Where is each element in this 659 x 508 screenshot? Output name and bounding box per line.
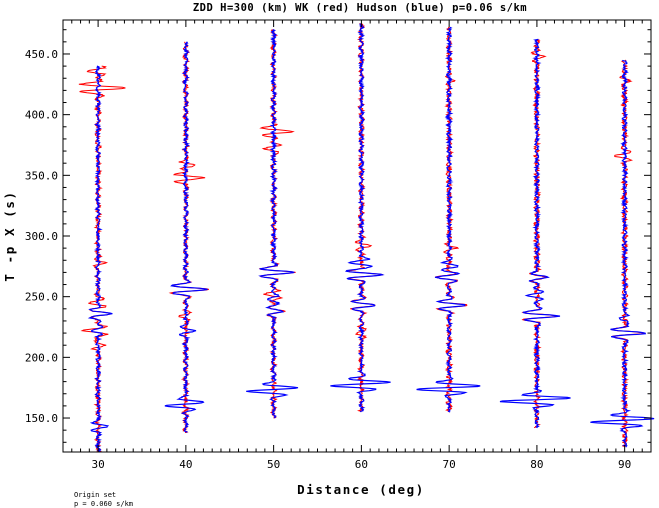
y-tick-label: 300.0 <box>25 230 58 243</box>
x-tick-label: 60 <box>355 458 368 471</box>
x-axis-label: Distance (deg) <box>297 482 425 497</box>
footnote-ray-parameter: p = 0.060 s/km <box>74 500 133 508</box>
wk-trace-50-deg <box>258 29 296 419</box>
seismogram-traces <box>78 23 655 453</box>
wk-trace-30-deg <box>78 65 126 453</box>
y-axis: 150.0 200.0 250.0 300.0 350.0 400.0 450.0 <box>25 29 651 443</box>
wk-trace-90-deg <box>610 59 646 448</box>
y-tick-label: 350.0 <box>25 169 58 182</box>
x-tick-label: 80 <box>530 458 543 471</box>
x-tick-label: 40 <box>179 458 192 471</box>
footnote-origin: Origin set <box>74 491 116 499</box>
x-tick-label: 90 <box>618 458 631 471</box>
y-tick-label: 250.0 <box>25 291 58 304</box>
x-tick-label: 50 <box>267 458 280 471</box>
x-tick-label: 30 <box>91 458 104 471</box>
hudson-trace-80-deg <box>499 38 571 429</box>
hudson-trace-40-deg <box>164 41 208 434</box>
y-tick-label: 150.0 <box>25 412 58 425</box>
x-axis: 30 40 50 60 70 80 90 <box>71 20 652 471</box>
y-tick-label: 400.0 <box>25 109 58 122</box>
hudson-trace-30-deg <box>87 65 113 453</box>
y-axis-label: T -p X (s) <box>2 190 17 281</box>
chart-title: ZDD H=300 (km) WK (red) Hudson (blue) p=… <box>193 2 527 14</box>
wk-trace-60-deg <box>347 23 384 413</box>
y-tick-label: 200.0 <box>25 351 58 364</box>
hudson-trace-50-deg <box>246 29 299 419</box>
hudson-trace-60-deg <box>330 23 391 413</box>
wk-trace-40-deg <box>168 41 209 434</box>
y-tick-label: 450.0 <box>25 48 58 61</box>
hudson-trace-90-deg <box>590 59 655 448</box>
wk-trace-70-deg <box>434 26 468 413</box>
x-tick-label: 70 <box>443 458 456 471</box>
hudson-trace-70-deg <box>416 26 481 413</box>
